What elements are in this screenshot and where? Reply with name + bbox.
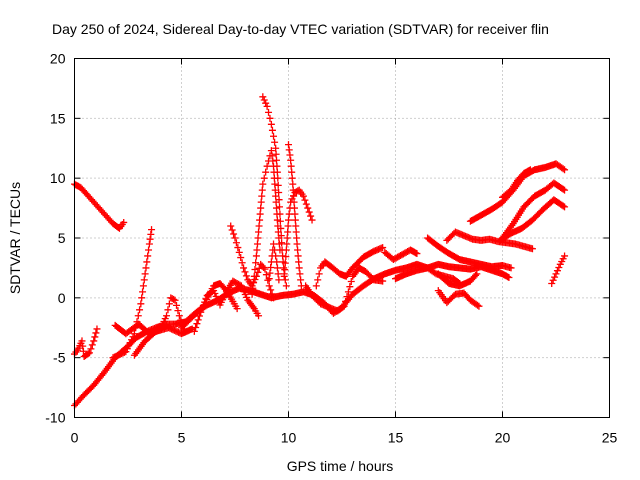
plus-markers <box>381 246 421 264</box>
plus-markers <box>496 196 569 244</box>
series-s11 <box>248 147 284 298</box>
y-tick-label: 20 <box>50 51 66 67</box>
plus-markers <box>109 226 156 362</box>
series-s20 <box>443 228 536 253</box>
series-s14 <box>285 141 305 290</box>
x-tick-label: 10 <box>281 430 297 446</box>
y-tick-label: -5 <box>53 350 66 366</box>
series-s2 <box>71 325 101 360</box>
x-axis-label: GPS time / hours <box>287 458 394 474</box>
plus-markers <box>285 141 305 290</box>
y-tick-label: 0 <box>58 290 66 306</box>
x-tick-label: 20 <box>495 430 511 446</box>
plus-markers <box>265 240 283 284</box>
series-s25 <box>496 196 569 244</box>
plus-markers <box>71 325 101 360</box>
y-tick-label: 5 <box>58 230 66 246</box>
plus-markers <box>424 234 515 272</box>
series-s22 <box>434 270 481 290</box>
x-tick-label: 0 <box>71 430 79 446</box>
series-s26 <box>499 166 534 201</box>
plus-markers <box>499 166 534 201</box>
plus-markers <box>190 277 263 335</box>
series-s17 <box>381 246 421 264</box>
x-tick-label: 15 <box>388 430 404 446</box>
plus-markers <box>434 287 483 310</box>
plus-markers <box>302 264 387 315</box>
plus-markers <box>71 260 464 410</box>
axis-ticks: 0 5 10 15 20 25 -10 -5 0 5 10 15 20 <box>45 51 617 446</box>
x-tick-label: 25 <box>602 430 618 446</box>
series-s3 <box>71 260 464 410</box>
y-tick-label: -10 <box>45 410 65 426</box>
series-s27 <box>548 252 569 287</box>
y-tick-label: 10 <box>50 170 66 186</box>
plus-markers <box>280 186 316 280</box>
series-s4 <box>109 226 156 362</box>
series-s13 <box>280 186 316 280</box>
plus-markers <box>130 324 196 359</box>
plus-markers <box>443 228 536 253</box>
series-s19 <box>424 234 515 272</box>
plus-markers <box>227 222 278 302</box>
plus-markers <box>248 147 284 298</box>
plus-markers <box>434 270 481 290</box>
series-s7 <box>130 324 196 359</box>
x-tick-label: 5 <box>178 430 186 446</box>
plus-markers <box>548 252 569 287</box>
series-s21 <box>434 287 483 310</box>
data-points <box>71 93 569 410</box>
series-s12 <box>265 240 283 284</box>
y-axis-label: SDTVAR / TECUs <box>7 182 23 294</box>
plus-markers <box>312 244 387 290</box>
series-s16 <box>312 244 387 290</box>
grid <box>74 58 610 418</box>
series-s8 <box>190 277 263 335</box>
plus-markers <box>71 180 128 232</box>
chart-title: Day 250 of 2024, Sidereal Day-to-day VTE… <box>52 21 549 37</box>
series-s1 <box>71 180 128 232</box>
series-s15 <box>302 264 387 315</box>
series-s9 <box>227 222 278 302</box>
y-tick-label: 15 <box>50 110 66 126</box>
